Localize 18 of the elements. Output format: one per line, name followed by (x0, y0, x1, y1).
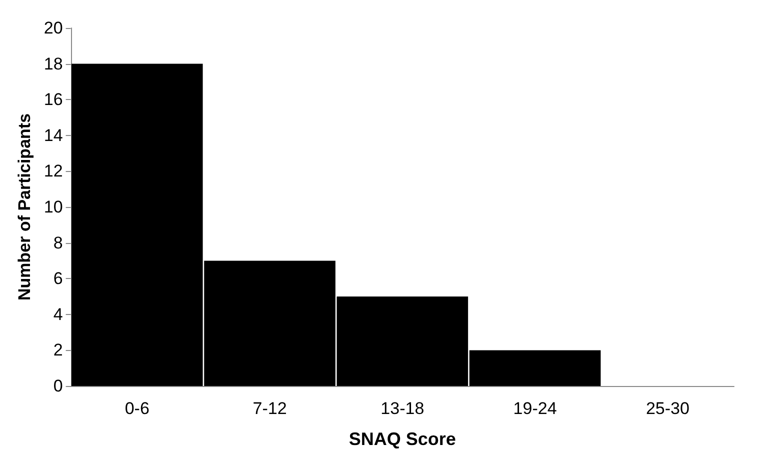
x-tick-label: 0-6 (124, 399, 150, 418)
y-tick-label: 14 (44, 126, 63, 145)
y-tick-label: 2 (53, 340, 63, 360)
x-tick-label: 7-12 (252, 399, 287, 418)
y-tick-label: 12 (44, 162, 63, 181)
y-tick-label: 4 (53, 304, 63, 324)
y-axis-title: Number of Participants (15, 113, 34, 301)
x-tick-label: 19-24 (513, 399, 557, 418)
x-tick-label: 13-18 (380, 399, 424, 418)
y-tick-label: 20 (44, 18, 63, 38)
y-tick-label: 10 (44, 198, 63, 216)
y-tick-label: 6 (53, 269, 63, 288)
y-tick-label: 0 (53, 376, 63, 396)
x-axis-title: SNAQ Score (348, 429, 456, 449)
y-tick-label: 18 (44, 54, 63, 74)
y-tick-label: 8 (53, 233, 63, 252)
y-tick-label: 16 (44, 90, 63, 110)
x-tick-label: 25-30 (646, 399, 690, 418)
